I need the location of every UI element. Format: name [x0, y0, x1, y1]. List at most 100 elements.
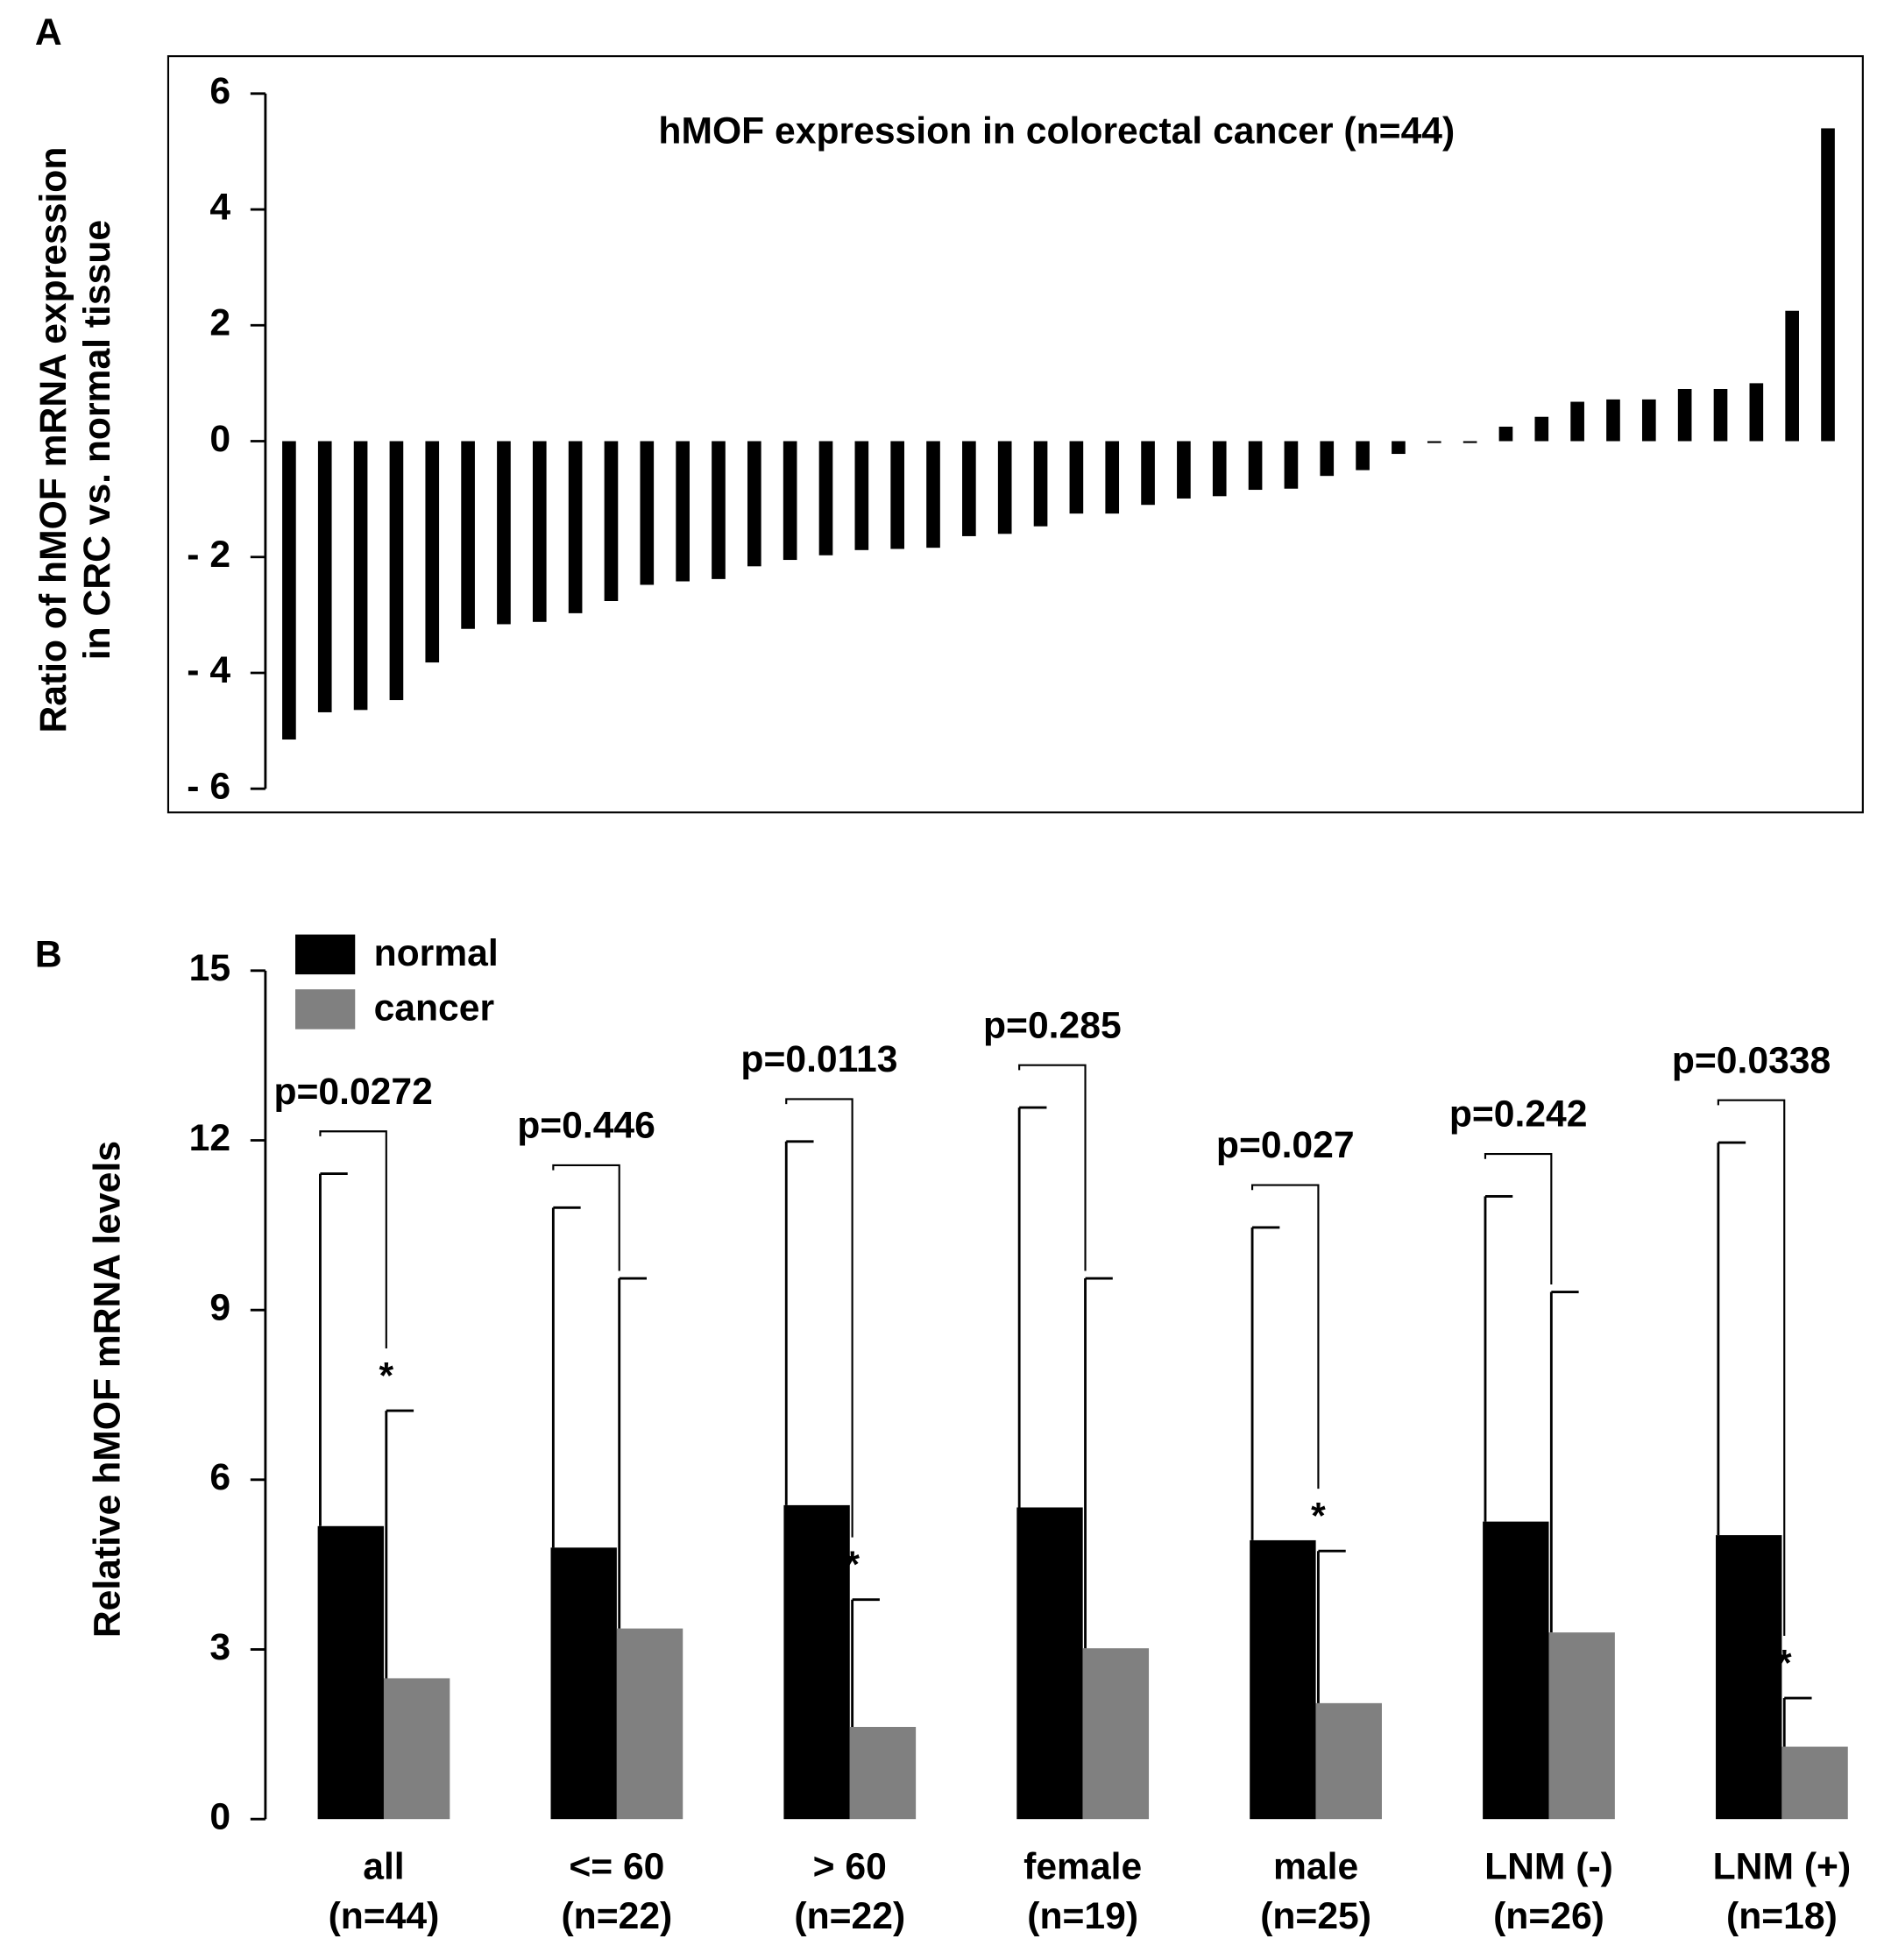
bar: [783, 1504, 850, 1820]
bar: [1356, 441, 1370, 471]
bar: [353, 441, 368, 711]
bar: [1250, 1539, 1316, 1820]
chart-title: hMOF expression in colorectal cancer (n=…: [658, 110, 1455, 152]
bar: [1320, 441, 1335, 477]
bar: [1641, 399, 1656, 442]
bar: [1483, 1521, 1549, 1820]
p-value: p=0.285: [983, 1004, 1122, 1046]
bar: [1785, 310, 1799, 442]
bar: [1177, 441, 1191, 499]
bar: [1534, 416, 1549, 442]
y-tick-label: 2: [209, 302, 230, 344]
panel-label: B: [35, 933, 62, 975]
bar: [532, 441, 547, 622]
p-value: p=0.446: [517, 1105, 655, 1147]
bar: [1781, 1746, 1848, 1820]
bar: [1716, 1535, 1782, 1820]
bar: [640, 441, 655, 585]
significance-bracket: [1484, 1153, 1553, 1284]
bar: [1082, 1648, 1150, 1820]
bar: [383, 1678, 450, 1820]
significance-bracket: [1018, 1064, 1087, 1271]
bar: [1677, 388, 1692, 442]
y-tick-label: 4: [209, 186, 230, 228]
legend-label: normal: [374, 932, 499, 974]
bar: [1749, 383, 1764, 442]
legend-swatch: [295, 989, 356, 1030]
bar: [1427, 441, 1441, 443]
bar: [1498, 426, 1513, 442]
x-tick-label: > 60: [813, 1845, 887, 1887]
y-tick-label: 9: [209, 1286, 230, 1328]
p-value: p=0.242: [1449, 1093, 1588, 1136]
p-value: p=0.0338: [1672, 1039, 1831, 1081]
bar: [1606, 399, 1620, 442]
y-axis-label: Ratio of hMOF mRNA expression: [32, 147, 74, 733]
bar: [568, 441, 583, 613]
bar: [461, 441, 475, 629]
bar: [1821, 128, 1835, 442]
x-tick-label: (n=26): [1493, 1895, 1604, 1937]
significance-bracket: [319, 1130, 387, 1348]
bar: [1463, 441, 1477, 443]
bar: [962, 441, 976, 536]
y-axis-label: in CRC vs. normal tissue: [76, 220, 118, 660]
bar: [389, 441, 404, 701]
panel-frame: [166, 55, 1864, 814]
y-tick-label: - 2: [187, 534, 230, 576]
bar: [1284, 441, 1299, 489]
x-tick-label: (n=19): [1027, 1895, 1138, 1937]
bar: [926, 441, 940, 548]
y-tick-label: 3: [209, 1626, 230, 1668]
significance-star: *: [1311, 1495, 1326, 1537]
significance-bracket: [1717, 1099, 1786, 1636]
x-tick-label: (n=25): [1260, 1895, 1371, 1937]
bar: [1315, 1702, 1382, 1820]
bar: [1713, 388, 1728, 442]
x-tick-label: (n=44): [329, 1895, 440, 1937]
bar: [1392, 441, 1406, 455]
bar: [425, 441, 440, 663]
p-value: p=0.0272: [273, 1071, 432, 1113]
bar: [676, 441, 690, 582]
significance-star: *: [845, 1544, 860, 1586]
y-tick-label: 6: [209, 1456, 230, 1498]
bar: [712, 441, 726, 579]
panel-label: A: [35, 11, 62, 53]
bar: [1248, 441, 1263, 491]
x-tick-label: (n=18): [1726, 1895, 1838, 1937]
legend-swatch: [295, 934, 356, 975]
y-tick-label: - 6: [187, 765, 230, 807]
y-tick-label: 0: [209, 418, 230, 460]
bar: [497, 441, 511, 625]
x-tick-label: female: [1023, 1845, 1142, 1887]
bar: [616, 1628, 683, 1820]
x-tick-label: <= 60: [569, 1845, 664, 1887]
significance-star: *: [379, 1355, 394, 1397]
y-axis-label: Relative hMOF mRNA levels: [86, 1141, 128, 1638]
bar: [854, 441, 869, 550]
bar: [317, 1525, 384, 1820]
x-tick-label: (n=22): [561, 1895, 672, 1937]
bar: [282, 441, 296, 740]
x-tick-label: LNM (+): [1713, 1845, 1852, 1887]
p-value: p=0.0113: [740, 1038, 897, 1080]
bar: [1212, 441, 1227, 497]
legend-label: cancer: [374, 987, 494, 1030]
x-tick-label: all: [363, 1845, 404, 1887]
bar: [604, 441, 619, 601]
bar: [818, 441, 833, 555]
bar: [1105, 441, 1120, 514]
significance-bracket: [785, 1098, 853, 1538]
y-tick-label: 12: [189, 1117, 230, 1159]
bar: [1069, 441, 1084, 514]
bar: [783, 441, 797, 561]
p-value: p=0.027: [1216, 1124, 1355, 1166]
bar: [849, 1726, 917, 1820]
x-tick-label: LNM (-): [1484, 1845, 1613, 1887]
bar: [1033, 441, 1048, 527]
bar: [747, 441, 761, 567]
bar: [1016, 1507, 1083, 1820]
significance-star: *: [1777, 1642, 1792, 1684]
